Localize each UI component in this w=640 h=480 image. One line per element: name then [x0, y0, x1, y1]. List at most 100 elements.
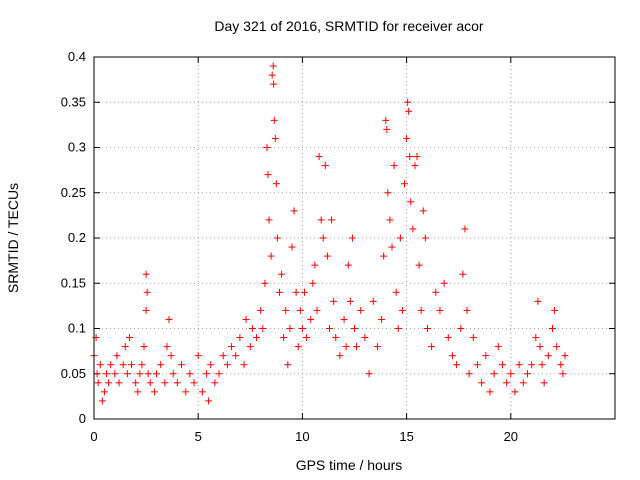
data-point — [278, 270, 286, 278]
data-point — [351, 325, 358, 332]
data-point — [205, 397, 213, 405]
data-point — [307, 315, 315, 323]
y-tick-label: 0.2 — [68, 230, 86, 245]
data-point — [406, 153, 414, 161]
data-point — [140, 343, 148, 351]
data-point — [271, 134, 279, 142]
data-point — [419, 207, 427, 215]
data-point — [486, 388, 494, 396]
data-point — [384, 189, 392, 197]
data-point — [361, 334, 369, 342]
data-point — [532, 334, 540, 342]
data-point — [373, 343, 381, 351]
data-point — [178, 361, 186, 369]
data-point — [482, 352, 490, 360]
data-point — [123, 370, 131, 378]
data-point — [409, 225, 417, 233]
data-point — [528, 361, 536, 369]
data-point — [242, 315, 250, 323]
data-point — [498, 361, 506, 369]
data-point — [396, 234, 404, 242]
data-point — [144, 370, 152, 378]
data-point — [265, 216, 273, 224]
data-point — [344, 261, 352, 269]
data-point — [407, 198, 415, 206]
data-point — [125, 334, 133, 342]
data-point — [404, 98, 412, 106]
data-point — [417, 306, 425, 314]
data-point — [298, 325, 306, 332]
x-tick-label: 20 — [504, 429, 518, 444]
data-point — [153, 370, 161, 378]
data-point — [142, 270, 150, 278]
data-point — [378, 315, 386, 323]
data-point — [150, 388, 158, 396]
data-point — [348, 234, 356, 242]
data-point — [461, 225, 469, 233]
data-point — [328, 216, 336, 224]
data-point — [223, 361, 231, 369]
data-point — [270, 80, 278, 88]
data-point — [319, 234, 327, 242]
data-point — [394, 325, 402, 332]
data-point — [536, 343, 544, 351]
data-point — [300, 288, 308, 296]
data-point — [103, 370, 111, 378]
data-point — [96, 361, 104, 369]
data-point — [100, 388, 108, 396]
data-point — [317, 216, 325, 224]
data-point — [138, 361, 146, 369]
data-point — [313, 306, 321, 314]
data-point — [369, 297, 377, 305]
data-point — [119, 361, 127, 369]
data-point — [383, 125, 391, 133]
data-point — [169, 370, 177, 378]
data-point — [115, 379, 123, 387]
y-tick-label: 0.4 — [68, 49, 86, 64]
data-point — [219, 352, 227, 360]
data-point — [336, 352, 344, 360]
y-tick-label: 0.25 — [61, 185, 86, 200]
data-point — [303, 334, 311, 342]
data-point — [311, 261, 319, 269]
data-point — [519, 379, 527, 387]
data-point — [272, 180, 280, 188]
data-point — [292, 288, 300, 296]
data-point — [207, 361, 215, 369]
data-point — [388, 243, 396, 251]
data-point — [428, 343, 436, 351]
data-point — [240, 361, 248, 369]
data-point — [444, 334, 452, 342]
data-point — [173, 379, 181, 387]
data-point — [309, 279, 317, 287]
data-point — [357, 306, 365, 314]
data-point — [273, 234, 281, 242]
data-point — [143, 288, 151, 296]
data-point — [232, 352, 240, 360]
data-point — [392, 288, 400, 296]
data-point — [294, 343, 302, 351]
data-point — [457, 325, 465, 332]
data-point — [136, 370, 144, 378]
data-point — [203, 370, 211, 378]
data-point — [194, 352, 202, 360]
data-point — [121, 343, 129, 351]
data-point — [111, 370, 119, 378]
data-point — [284, 361, 292, 369]
data-point — [132, 379, 140, 387]
data-point — [248, 325, 256, 332]
data-point — [386, 216, 394, 224]
y-tick-label: 0.3 — [68, 140, 86, 155]
data-point — [403, 134, 411, 142]
data-point — [270, 116, 278, 124]
data-point — [469, 334, 477, 342]
data-point — [128, 361, 136, 369]
data-point — [553, 343, 561, 351]
data-point — [321, 162, 329, 170]
data-point — [382, 116, 390, 124]
data-point — [421, 234, 429, 242]
data-point — [288, 243, 296, 251]
data-point — [275, 288, 283, 296]
data-point — [325, 325, 333, 332]
